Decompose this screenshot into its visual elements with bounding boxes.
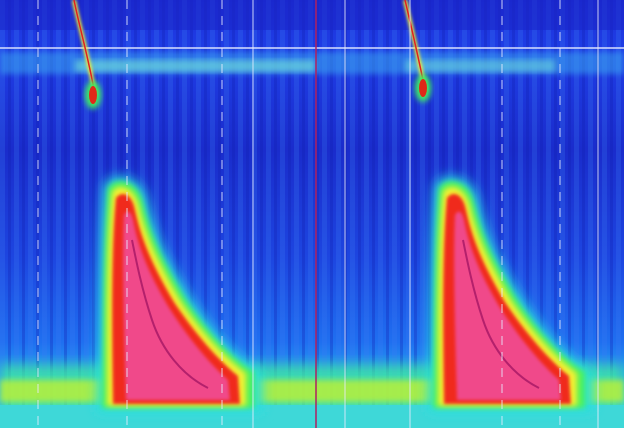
spectrogram-screenshot: [0, 0, 624, 428]
click-blob: [89, 86, 97, 104]
doppler-spectrogram: [0, 0, 624, 428]
cyan-band-bright: [405, 60, 555, 72]
click-blob: [419, 79, 427, 97]
cyan-band-bright: [75, 60, 315, 72]
top-band: [0, 0, 624, 30]
